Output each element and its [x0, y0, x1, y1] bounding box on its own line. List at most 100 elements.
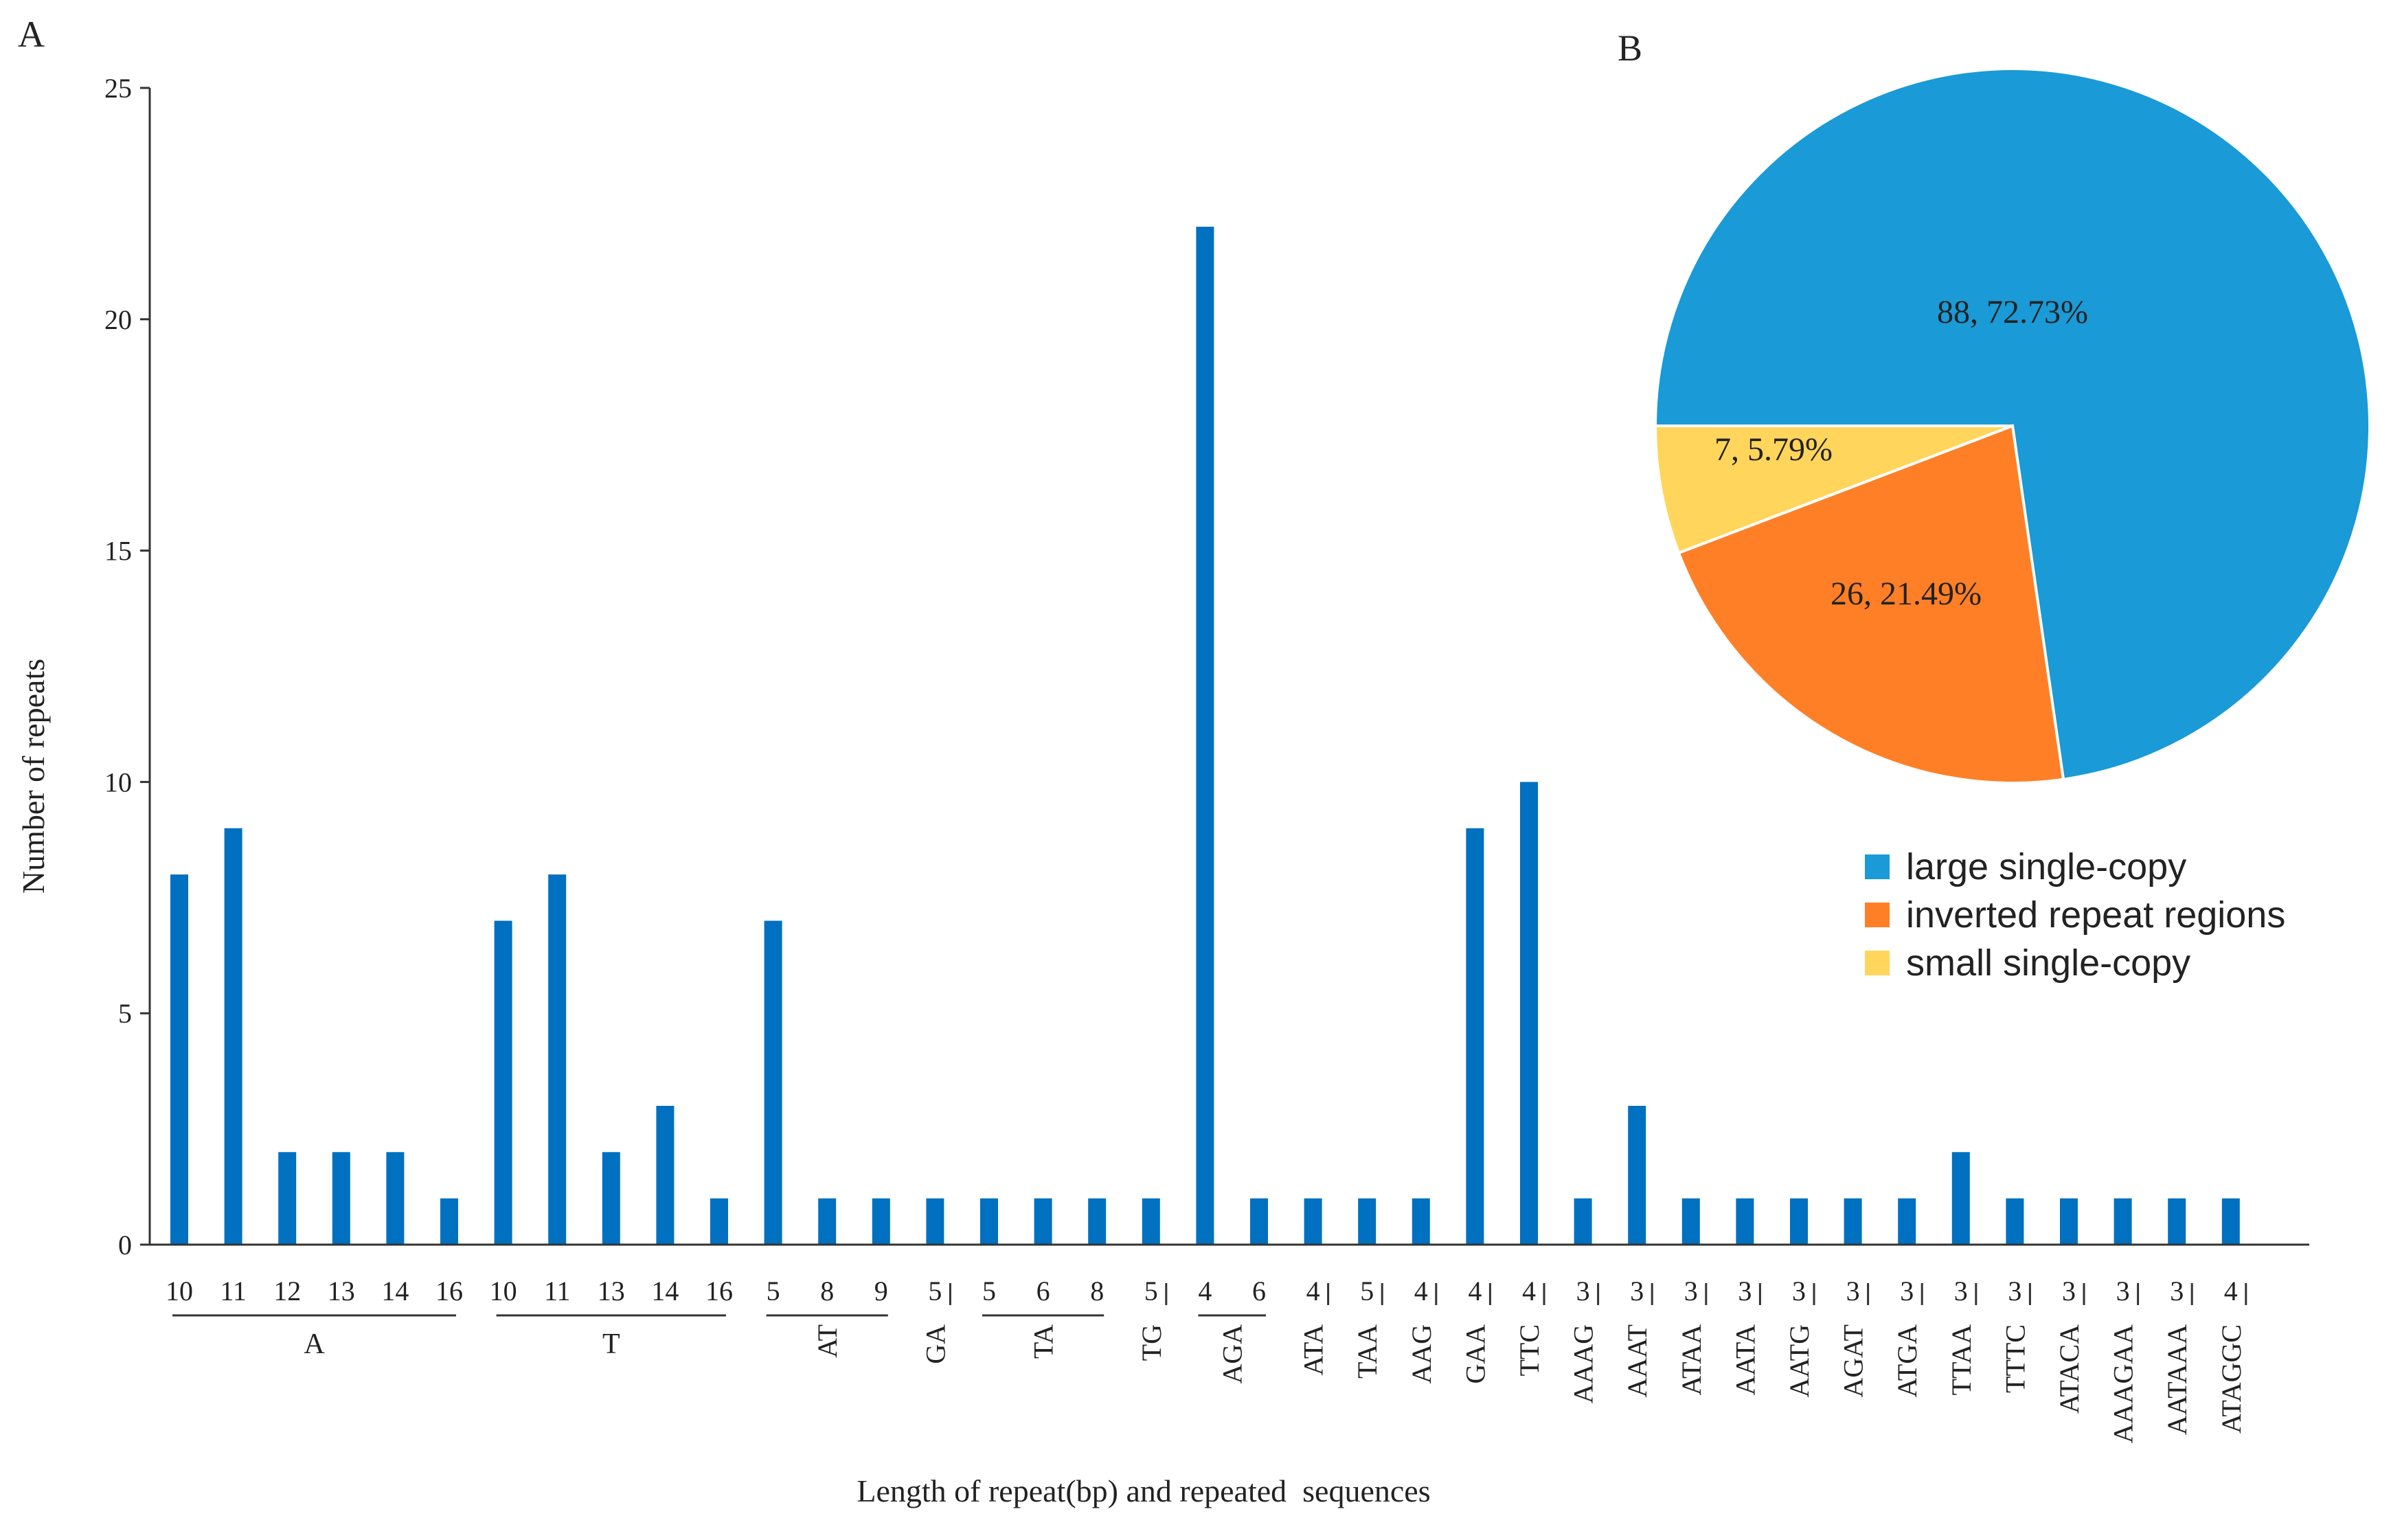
group-label: AATG	[1784, 1324, 1815, 1398]
group-label: AT	[812, 1324, 843, 1358]
bar	[1412, 1198, 1430, 1245]
repeat-length-label: 5	[767, 1276, 780, 1306]
repeat-length-labels: 10 11 12 13 14 16 10 11 13 14 16 5 8 9 5 5 6 8 5 4 6 4 5 4 4 4 3 3 3…	[166, 1276, 2238, 1306]
repeat-length-label: 16	[705, 1276, 733, 1306]
legend-label: small single-copy	[1906, 942, 2190, 984]
bar	[548, 874, 567, 1245]
bar	[1844, 1198, 1862, 1245]
group-label: ATAA	[1676, 1324, 1707, 1396]
pie-slice	[1677, 424, 2065, 784]
group-label: TAA	[1352, 1324, 1383, 1379]
pie-slice-labels: 88, 72.73% 26, 21.49% 7, 5.79%	[1714, 294, 2088, 612]
bar-series	[170, 227, 2240, 1245]
bar	[1520, 782, 1538, 1245]
bar	[764, 920, 782, 1245]
repeat-length-label: 4	[1198, 1276, 1212, 1306]
group-label: AATA	[1730, 1324, 1760, 1396]
bar	[2006, 1198, 2024, 1245]
repeat-length-label: 6	[1252, 1276, 1266, 1306]
bar	[1250, 1198, 1268, 1245]
y-tick-label: 5	[118, 998, 132, 1029]
repeat-length-label: 11	[544, 1276, 571, 1306]
repeat-length-label: 3	[1792, 1276, 1806, 1306]
bar	[872, 1198, 890, 1245]
group-label: TTC	[1514, 1324, 1545, 1377]
group-label: TG	[1136, 1324, 1167, 1361]
repeat-length-label: 3	[2116, 1276, 2130, 1306]
bar	[1142, 1198, 1160, 1245]
bar	[1681, 1198, 1700, 1245]
repeat-length-label: 3	[1576, 1276, 1590, 1306]
repeat-length-label: 14	[381, 1276, 409, 1306]
bar	[1358, 1198, 1376, 1245]
bar-chart: 0 5 10 15 20 25 10 11 12 13 14 16 10 11 13 14 16 5 8 9 5 5 6 8…	[16, 73, 2309, 1508]
bar	[278, 1152, 297, 1245]
repeat-length-label: 4	[1306, 1276, 1320, 1306]
bar	[1304, 1198, 1322, 1245]
y-tick-label: 20	[104, 304, 132, 335]
bar	[1466, 828, 1484, 1245]
repeat-length-label: 3	[1954, 1276, 1968, 1306]
pie-chart: 88, 72.73% 26, 21.49% 7, 5.79% large singl…	[1653, 67, 2371, 984]
group-label: ATACA	[2054, 1324, 2085, 1414]
pie-slice	[1653, 424, 2013, 555]
bar	[1736, 1198, 1754, 1245]
legend-swatch	[1865, 951, 1890, 975]
legend-swatch	[1865, 903, 1890, 927]
pie-legend: large single-copy inverted repeat regions…	[1865, 846, 2285, 984]
repeat-length-label: 4	[1522, 1276, 1536, 1306]
repeat-length-label: 8	[820, 1276, 834, 1306]
repeat-length-label: 3	[2062, 1276, 2076, 1306]
bar	[440, 1198, 458, 1245]
repeat-length-label: 3	[1900, 1276, 1914, 1306]
group-label: AAAGAA	[2108, 1324, 2139, 1443]
repeat-length-label: 4	[2224, 1276, 2238, 1306]
repeat-length-label: 13	[598, 1276, 625, 1306]
repeat-length-label: 13	[328, 1276, 355, 1306]
y-axis-label: Number of repeats	[16, 659, 51, 894]
bar	[926, 1198, 944, 1245]
repeat-length-label: 10	[490, 1276, 517, 1306]
bar	[710, 1198, 728, 1245]
bar	[386, 1152, 405, 1245]
bar	[656, 1105, 675, 1245]
bar	[602, 1152, 620, 1245]
bar	[1790, 1198, 1808, 1245]
bar	[818, 1198, 837, 1245]
bar	[2114, 1198, 2132, 1245]
pie-slice-label: 88, 72.73%	[1937, 294, 2088, 330]
repeat-length-label: 5	[1360, 1276, 1374, 1306]
pie-slice	[1653, 67, 2371, 781]
repeat-length-label: 3	[1684, 1276, 1698, 1306]
bar	[1898, 1198, 1916, 1245]
y-tick-label: 15	[104, 536, 132, 567]
y-tick-label: 0	[118, 1230, 132, 1260]
repeat-length-label: 3	[1846, 1276, 1860, 1306]
repeat-length-label: 3	[2170, 1276, 2184, 1306]
bar	[2168, 1198, 2186, 1245]
legend-label: inverted repeat regions	[1906, 894, 2285, 936]
group-label: T	[602, 1328, 620, 1360]
repeat-length-label: 11	[220, 1276, 247, 1306]
repeat-length-label: 3	[2008, 1276, 2021, 1306]
group-label: AGAT	[1838, 1324, 1869, 1398]
bar	[1034, 1198, 1052, 1245]
bar	[170, 874, 188, 1245]
repeat-length-label: 4	[1468, 1276, 1482, 1306]
bar	[224, 828, 242, 1245]
group-label: AAAT	[1622, 1324, 1653, 1398]
repeat-length-label: 9	[874, 1276, 888, 1306]
repeat-length-label: 16	[435, 1276, 463, 1306]
panel-label-b: B	[1618, 27, 1642, 69]
group-label: ATAGGC	[2216, 1324, 2247, 1434]
sequence-group-labels: A T AT GA TA TG AGA ATA TAA AAG GAA TTC AAAG AAAT ATAA…	[172, 1283, 2247, 1443]
repeat-length-label: 3	[1630, 1276, 1644, 1306]
group-label: GAA	[1460, 1324, 1491, 1384]
legend-label: large single-copy	[1906, 846, 2186, 887]
group-label: AATAAA	[2162, 1324, 2193, 1435]
y-axis-ticks: 0 5 10 15 20 25	[104, 73, 150, 1260]
bar	[1088, 1198, 1107, 1245]
bar	[494, 920, 512, 1245]
repeat-length-label: 12	[273, 1276, 301, 1306]
